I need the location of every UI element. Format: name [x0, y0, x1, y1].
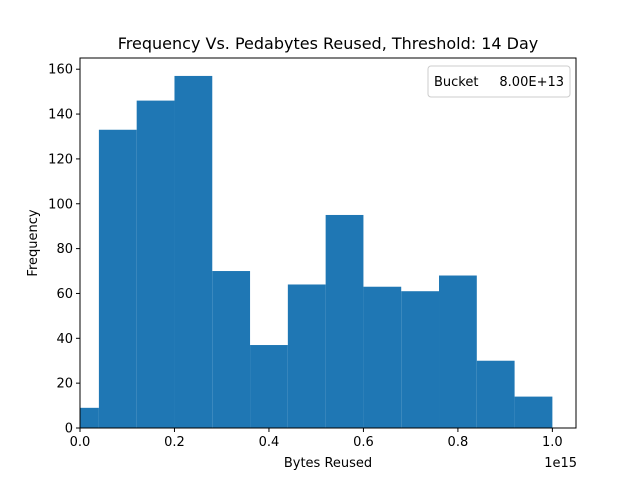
x-axis-offset-label: 1e15	[544, 456, 577, 471]
x-axis-ticks: 0.0 0.2 0.4 0.6 0.8 1.0	[70, 428, 563, 450]
y-tick-label: 40	[56, 332, 73, 347]
chart-title: Frequency Vs. Pedabytes Reused, Threshol…	[118, 34, 539, 53]
legend-value: 8.00E+13	[499, 75, 564, 90]
x-tick-label: 0.6	[353, 435, 374, 450]
y-axis-label: Frequency	[26, 209, 41, 276]
x-axis-label: Bytes Reused	[284, 456, 372, 471]
histogram-bar	[80, 407, 99, 428]
histogram-bar	[514, 396, 553, 428]
y-tick-label: 60	[56, 287, 73, 302]
histogram-bar	[439, 275, 477, 428]
y-tick-label: 20	[56, 377, 73, 392]
y-tick-label: 100	[48, 197, 73, 212]
legend: Bucket 8.00E+13	[427, 65, 571, 98]
y-tick-label: 160	[48, 63, 73, 78]
histogram-bar	[325, 214, 364, 428]
y-tick-label: 140	[48, 108, 73, 123]
x-tick-label: 1.0	[542, 435, 563, 450]
legend-label: Bucket	[434, 75, 478, 90]
legend-box	[427, 65, 571, 98]
x-tick-label: 0.4	[259, 435, 280, 450]
histogram-bar	[287, 284, 326, 428]
x-tick-label: 0.8	[448, 435, 469, 450]
histogram-bar	[174, 75, 213, 428]
histogram-bar	[98, 129, 137, 428]
y-tick-label: 120	[48, 152, 73, 167]
x-tick-label: 0.2	[164, 435, 185, 450]
histogram-bars	[80, 75, 553, 428]
histogram-bar	[250, 345, 288, 428]
y-axis-ticks: 0 20 40 60 80 100 120 140 160	[48, 63, 80, 437]
histogram-bar	[136, 100, 175, 428]
histogram-bar	[212, 271, 251, 428]
y-tick-label: 80	[56, 242, 73, 257]
plot-frame	[79, 57, 577, 429]
histogram-bar	[476, 360, 515, 428]
histogram-bar	[401, 291, 440, 428]
x-tick-label: 0.0	[70, 435, 91, 450]
y-tick-label: 0	[65, 422, 73, 437]
histogram-bar	[363, 286, 402, 428]
